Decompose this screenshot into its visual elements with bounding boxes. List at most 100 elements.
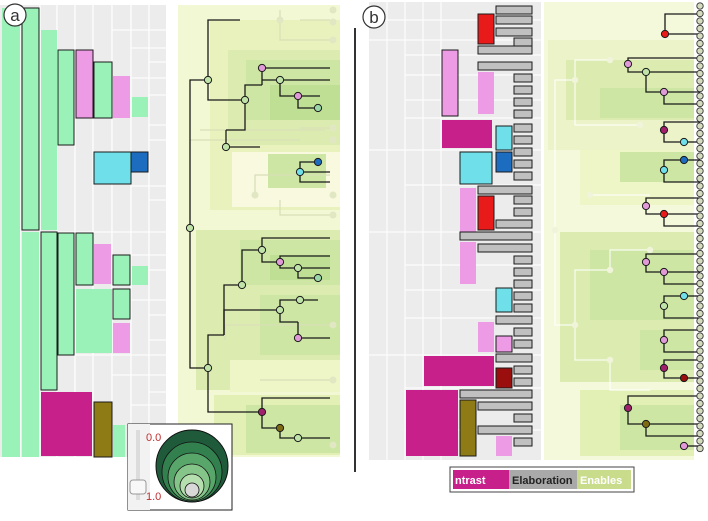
icicle-node-contrast[interactable]: [406, 390, 458, 456]
tree-node-red[interactable]: [660, 29, 670, 39]
leaf-node[interactable]: [696, 429, 704, 438]
leaf-node[interactable]: [696, 99, 704, 108]
icicle-node-olive[interactable]: [459, 399, 477, 457]
leaf-node[interactable]: [696, 249, 704, 258]
tree-node-contrast[interactable]: [679, 441, 689, 451]
icicle-root-node[interactable]: [2, 8, 20, 457]
icicle-node[interactable]: [112, 254, 131, 286]
icicle-node[interactable]: [112, 288, 131, 320]
leaf-node[interactable]: [696, 2, 704, 10]
leaf-node[interactable]: [696, 54, 704, 63]
tree-node[interactable]: [203, 363, 213, 373]
tree-node-contrast[interactable]: [257, 63, 267, 73]
leaf-node[interactable]: [696, 242, 704, 250]
icicle-node-red[interactable]: [477, 195, 495, 231]
leaf-node[interactable]: [696, 62, 704, 70]
icicle-node-contrast[interactable]: [496, 436, 512, 456]
icicle-node[interactable]: [132, 266, 148, 285]
leaf-node[interactable]: [696, 384, 704, 393]
tree-node[interactable]: [295, 295, 305, 305]
tree-node-cyan[interactable]: [679, 291, 689, 301]
tree-node-blue[interactable]: [313, 157, 323, 167]
leaf-node[interactable]: [696, 369, 704, 378]
tree-node-contrast[interactable]: [659, 267, 669, 277]
leaf-node[interactable]: [696, 39, 704, 48]
icicle-node[interactable]: [21, 7, 40, 231]
icicle-node-blue[interactable]: [130, 151, 149, 173]
leaf-node[interactable]: [696, 32, 704, 40]
leaf-node[interactable]: [696, 407, 704, 415]
icicle-node[interactable]: [132, 97, 148, 117]
icicle-node-contrast[interactable]: [495, 335, 513, 353]
icicle-node[interactable]: [76, 289, 112, 353]
tree-node-contrast[interactable]: [641, 257, 651, 267]
tree-node[interactable]: [659, 301, 669, 311]
tree-node-contrast[interactable]: [275, 257, 285, 267]
icicle-node-cyan[interactable]: [495, 287, 513, 313]
leaf-node[interactable]: [696, 414, 704, 423]
tree-node[interactable]: [275, 305, 285, 315]
tree-node[interactable]: [240, 95, 250, 105]
leaf-node[interactable]: [696, 204, 704, 213]
icicle-node-cyan[interactable]: [459, 151, 493, 185]
tree-node-cyan[interactable]: [659, 165, 669, 175]
slider-track[interactable]: [136, 430, 140, 500]
icicle-node-cyan[interactable]: [93, 151, 132, 185]
icicle-node[interactable]: [93, 61, 113, 119]
leaf-node[interactable]: [696, 437, 704, 445]
icicle-node-contrast[interactable]: [424, 356, 494, 386]
icicle-node-blue[interactable]: [495, 151, 513, 173]
tree-node-magenta[interactable]: [623, 403, 633, 413]
tree-node-contrast[interactable]: [659, 335, 669, 345]
tree-node[interactable]: [293, 263, 303, 273]
leaf-node[interactable]: [696, 294, 704, 303]
leaf-node[interactable]: [696, 144, 704, 153]
tree-node-olive[interactable]: [275, 423, 285, 433]
icicle-node[interactable]: [22, 232, 39, 457]
tree-node[interactable]: [293, 433, 303, 443]
leaf-node[interactable]: [696, 444, 704, 453]
tree-node-red[interactable]: [659, 209, 669, 219]
leaf-node[interactable]: [696, 354, 704, 363]
leaf-node[interactable]: [696, 77, 704, 85]
icicle-node[interactable]: [40, 231, 58, 391]
icicle-node-contrast[interactable]: [113, 323, 130, 353]
leaf-node[interactable]: [696, 399, 704, 408]
tree-node[interactable]: [203, 75, 213, 85]
icicle-node[interactable]: [57, 232, 75, 356]
leaf-node[interactable]: [696, 227, 704, 235]
tree-node-magenta[interactable]: [659, 363, 669, 373]
icicle-node-contrast[interactable]: [478, 72, 494, 114]
leaf-node[interactable]: [696, 47, 704, 55]
leaf-node[interactable]: [696, 377, 704, 385]
leaf-node[interactable]: [696, 219, 704, 228]
tree-node-olive[interactable]: [641, 419, 651, 429]
icicle-node-contrast[interactable]: [460, 242, 476, 284]
leaf-node[interactable]: [696, 197, 704, 205]
icicle-node-darkred[interactable]: [495, 367, 513, 389]
tree-node[interactable]: [275, 75, 285, 85]
leaf-node[interactable]: [696, 159, 704, 168]
leaf-node[interactable]: [696, 122, 704, 130]
leaf-node[interactable]: [696, 287, 704, 295]
leaf-node[interactable]: [696, 302, 704, 310]
leaf-node[interactable]: [696, 279, 704, 288]
icicle-node-contrast[interactable]: [94, 244, 111, 284]
tree-node[interactable]: [221, 142, 231, 152]
icicle-node-olive[interactable]: [93, 401, 113, 458]
leaf-node[interactable]: [696, 392, 704, 400]
tree-node-contrast[interactable]: [623, 59, 633, 69]
tree-node[interactable]: [313, 103, 323, 113]
icicle-node-contrast[interactable]: [113, 76, 130, 118]
tree-node[interactable]: [641, 67, 651, 77]
icicle-node[interactable]: [75, 232, 94, 286]
leaf-node[interactable]: [696, 152, 704, 160]
leaf-node[interactable]: [696, 17, 704, 25]
leaf-node[interactable]: [696, 309, 704, 318]
leaf-node[interactable]: [696, 339, 704, 348]
icicle-node[interactable]: [57, 49, 75, 146]
leaf-node[interactable]: [696, 272, 704, 280]
leaf-node[interactable]: [696, 212, 704, 220]
tree-node[interactable]: [237, 280, 247, 290]
icicle-node-contrast[interactable]: [460, 188, 476, 232]
